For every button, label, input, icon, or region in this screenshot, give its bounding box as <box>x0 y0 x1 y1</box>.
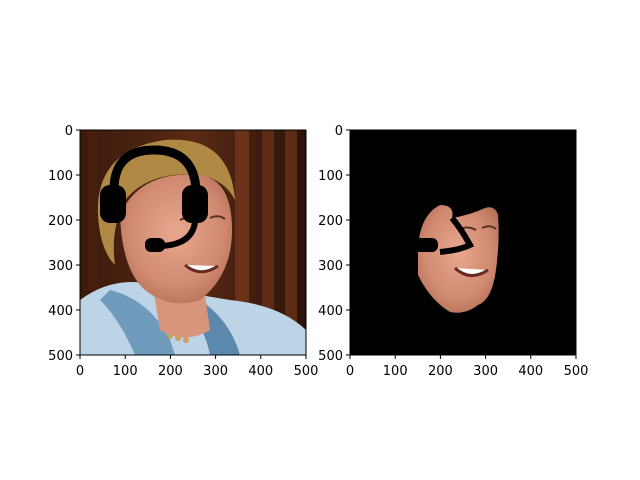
y-tick-label: 500 <box>48 349 73 364</box>
y-tick-label: 100 <box>318 169 343 184</box>
segmented-face-image <box>350 130 576 355</box>
y-tick-label: 300 <box>318 259 343 274</box>
y-tick-label: 0 <box>335 124 343 139</box>
y-tick-label: 300 <box>48 259 73 274</box>
headset-icon <box>414 216 475 255</box>
x-tick-label: 400 <box>518 364 543 379</box>
x-tick-label: 500 <box>294 364 319 379</box>
x-tick-label: 200 <box>428 364 453 379</box>
y-tick-label: 200 <box>318 214 343 229</box>
left-image-panel <box>79 129 307 356</box>
y-tick-label: 200 <box>48 214 73 229</box>
x-tick-label: 100 <box>383 364 408 379</box>
y-tick-label: 500 <box>318 349 343 364</box>
y-tick-label: 400 <box>318 304 343 319</box>
x-tick-label: 200 <box>158 364 183 379</box>
right-image-panel <box>349 129 577 356</box>
x-tick-label: 300 <box>473 364 498 379</box>
x-tick-label: 500 <box>564 364 589 379</box>
photo-left <box>80 130 306 355</box>
y-tick-label: 400 <box>48 304 73 319</box>
headset-icon <box>100 145 208 252</box>
y-tick-label: 100 <box>48 169 73 184</box>
x-tick-label: 0 <box>346 364 354 379</box>
y-tick-label: 0 <box>65 124 73 139</box>
x-tick-label: 300 <box>203 364 228 379</box>
x-tick-label: 400 <box>248 364 273 379</box>
x-tick-label: 0 <box>76 364 84 379</box>
x-tick-label: 100 <box>113 364 138 379</box>
